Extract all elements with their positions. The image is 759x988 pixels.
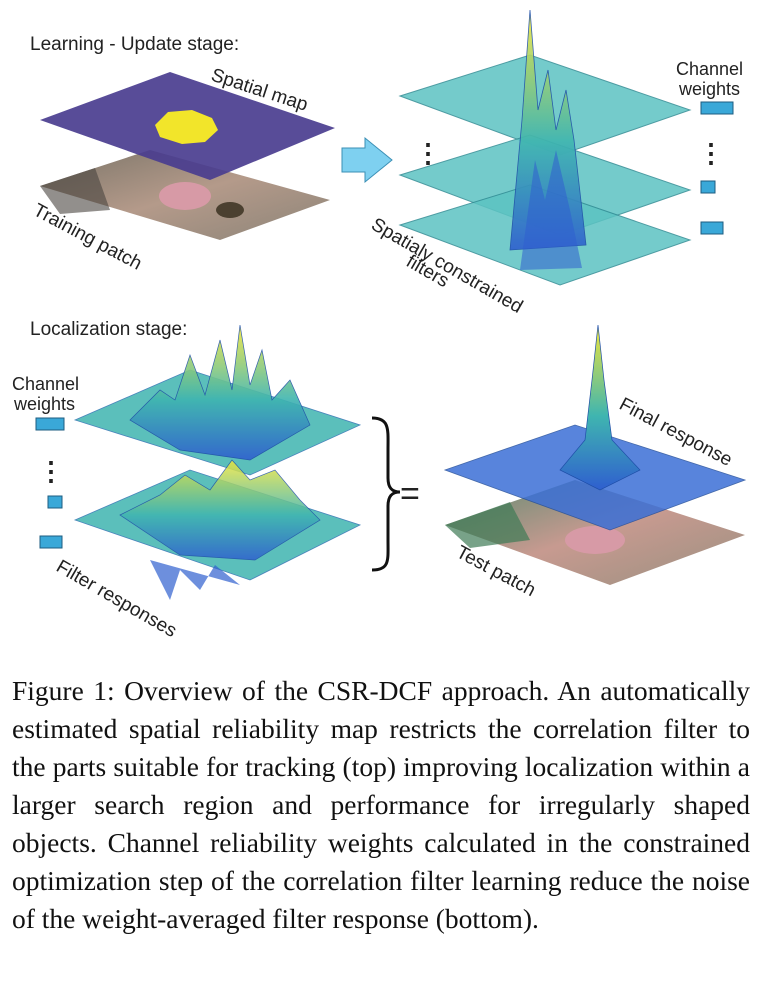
right-brace-icon bbox=[371, 416, 401, 572]
channel-weights-bottom-line2: weights bbox=[13, 394, 75, 414]
channel-weight-box bbox=[700, 180, 716, 194]
training-patch bbox=[40, 150, 330, 240]
channel-weight-box bbox=[39, 535, 63, 549]
update-stage-title: Learning - Update stage: bbox=[30, 34, 239, 55]
channel-weight-box bbox=[700, 101, 734, 115]
equals-sign: = bbox=[400, 475, 420, 513]
constrained-filters: ⋮ bbox=[398, 9, 692, 286]
localization-stage-title: Localization stage: bbox=[30, 319, 187, 340]
vertical-dots-weights-top: ⋮ bbox=[698, 138, 724, 168]
figure-caption: Figure 1: Overview of the CSR-DCF approa… bbox=[12, 675, 750, 934]
overview-figure: Learning - Update stage: Spatial map Tra… bbox=[12, 9, 747, 642]
filter-responses bbox=[73, 324, 362, 600]
right-arrow-icon bbox=[341, 136, 393, 184]
channel-weight-box bbox=[700, 221, 724, 235]
spatial-map bbox=[40, 72, 335, 180]
channel-weights-bottom-line1: Channel bbox=[12, 374, 79, 394]
vertical-dots-top-left: ⋮ bbox=[415, 138, 441, 168]
vertical-dots-weights-bottom: ⋮ bbox=[38, 456, 64, 486]
channel-weight-box bbox=[35, 417, 65, 431]
channel-weights-top-line1: Channel bbox=[676, 59, 743, 79]
test-patch bbox=[445, 480, 745, 585]
channel-weight-box bbox=[47, 495, 63, 509]
spatial-map-blob bbox=[155, 110, 218, 144]
final-response bbox=[443, 324, 747, 531]
channel-weights-top-line2: weights bbox=[678, 79, 740, 99]
